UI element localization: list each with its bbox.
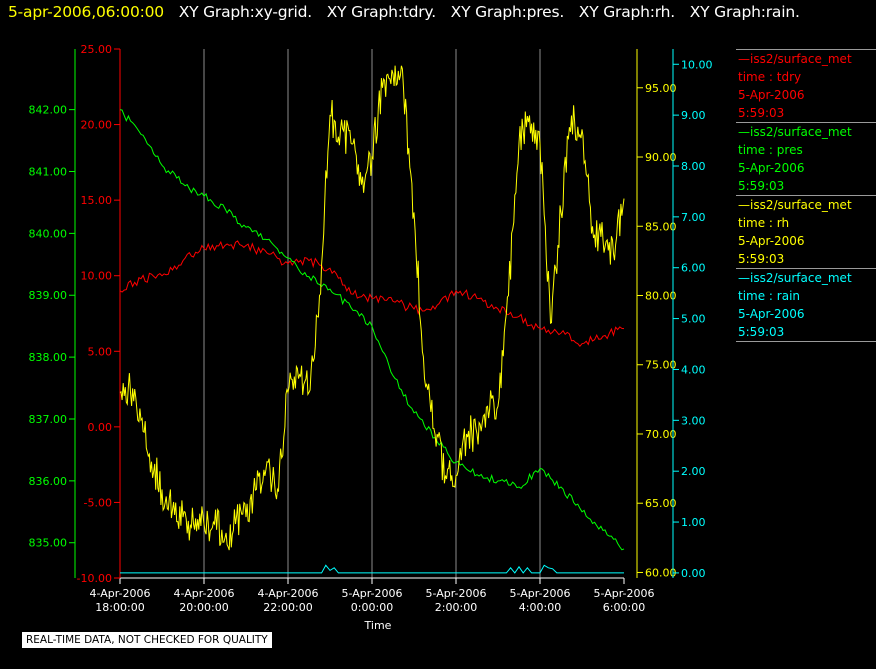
- legend: —iss2/surface_met time : tdry 5-Apr-2006…: [736, 49, 876, 342]
- legend-time: 5:59:03: [738, 179, 785, 193]
- legend-time: 5:59:03: [738, 252, 785, 266]
- x-tick-label-date: 5-Apr-2006: [593, 587, 654, 600]
- x-tick-label-time: 6:00:00: [603, 601, 645, 614]
- legend-variable: time : rh: [738, 216, 790, 230]
- series-line-rain: [120, 564, 624, 574]
- rh-tick-label: 65.00: [645, 497, 677, 510]
- legend-entry-tdry: —iss2/surface_met time : tdry 5-Apr-2006…: [736, 49, 876, 122]
- title-bar: 5-apr-2006,06:00:00 XY Graph:xy-grid. XY…: [8, 3, 810, 21]
- tdry-tick-label: 20.00: [81, 119, 113, 132]
- rh-tick-label: 70.00: [645, 428, 677, 441]
- series-line-pres: [119, 109, 625, 551]
- rain-tick-label: 2.00: [681, 465, 706, 478]
- graph-name-pres: XY Graph:pres.: [450, 3, 565, 21]
- legend-source: —iss2/surface_met: [738, 52, 852, 66]
- legend-entry-rain: —iss2/surface_met time : rain 5-Apr-2006…: [736, 268, 876, 342]
- rain-tick-label: 5.00: [681, 313, 706, 326]
- rain-tick-label: 8.00: [681, 160, 706, 173]
- graph-name-xy-grid: XY Graph:xy-grid.: [178, 3, 313, 21]
- rain-tick-label: 9.00: [681, 109, 706, 122]
- legend-entry-pres: —iss2/surface_met time : pres 5-Apr-2006…: [736, 122, 876, 195]
- legend-date: 5-Apr-2006: [738, 88, 805, 102]
- timestamp: 5-apr-2006,06:00:00: [8, 3, 164, 21]
- pres-tick-label: 835.00: [29, 537, 68, 550]
- x-tick-label-date: 5-Apr-2006: [509, 587, 570, 600]
- x-tick-label-date: 4-Apr-2006: [257, 587, 318, 600]
- legend-source: —iss2/surface_met: [738, 271, 852, 285]
- legend-source: —iss2/surface_met: [738, 198, 852, 212]
- legend-time: 5:59:03: [738, 106, 785, 120]
- rh-tick-label: 95.00: [645, 82, 677, 95]
- x-tick-label-date: 5-Apr-2006: [341, 587, 402, 600]
- series-line-rh: [119, 65, 625, 551]
- x-tick-label-time: 20:00:00: [179, 601, 228, 614]
- rain-tick-label: 10.00: [681, 58, 713, 71]
- x-tick-label-date: 5-Apr-2006: [425, 587, 486, 600]
- series-line-tdry: [119, 240, 625, 347]
- graph-name-rain: XY Graph:rain.: [689, 3, 800, 21]
- rain-tick-label: 4.00: [681, 363, 706, 376]
- rain-tick-label: 0.00: [681, 567, 706, 580]
- tdry-tick-label: -5.00: [84, 496, 112, 509]
- pres-tick-label: 838.00: [29, 351, 68, 364]
- x-tick-label-time: 4:00:00: [519, 601, 561, 614]
- x-tick-label-date: 4-Apr-2006: [89, 587, 150, 600]
- pres-tick-label: 840.00: [29, 227, 68, 240]
- legend-variable: time : rain: [738, 289, 801, 303]
- rh-tick-label: 75.00: [645, 359, 677, 372]
- graph-name-tdry: XY Graph:tdry.: [326, 3, 436, 21]
- pres-tick-label: 841.00: [29, 166, 68, 179]
- legend-variable: time : pres: [738, 143, 803, 157]
- x-tick-label-time: 22:00:00: [263, 601, 312, 614]
- tdry-tick-label: 25.00: [81, 43, 113, 56]
- rain-tick-label: 7.00: [681, 211, 706, 224]
- rh-tick-label: 90.00: [645, 151, 677, 164]
- legend-date: 5-Apr-2006: [738, 161, 805, 175]
- pres-tick-label: 837.00: [29, 413, 68, 426]
- tdry-tick-label: 0.00: [88, 421, 113, 434]
- tdry-tick-label: 5.00: [88, 345, 113, 358]
- x-tick-label-time: 2:00:00: [435, 601, 477, 614]
- x-tick-label-date: 4-Apr-2006: [173, 587, 234, 600]
- tdry-tick-label: 10.00: [81, 270, 113, 283]
- legend-variable: time : tdry: [738, 70, 802, 84]
- legend-source: —iss2/surface_met: [738, 125, 852, 139]
- legend-entry-rh: —iss2/surface_met time : rh 5-Apr-2006 5…: [736, 195, 876, 268]
- rh-tick-label: 80.00: [645, 289, 677, 302]
- x-tick-label-time: 0:00:00: [351, 601, 393, 614]
- graph-name-rh: XY Graph:rh.: [578, 3, 676, 21]
- legend-time: 5:59:03: [738, 325, 785, 339]
- quality-note: REAL-TIME DATA, NOT CHECKED FOR QUALITY: [21, 631, 273, 649]
- pres-tick-label: 839.00: [29, 289, 68, 302]
- rh-tick-label: 60.00: [645, 566, 677, 579]
- rain-tick-label: 1.00: [681, 516, 706, 529]
- x-axis-label: Time: [364, 619, 392, 632]
- x-tick-label-time: 18:00:00: [95, 601, 144, 614]
- rain-tick-label: 6.00: [681, 262, 706, 275]
- legend-date: 5-Apr-2006: [738, 234, 805, 248]
- pres-tick-label: 842.00: [29, 104, 68, 117]
- rh-tick-label: 85.00: [645, 220, 677, 233]
- tdry-tick-label: 15.00: [81, 194, 113, 207]
- pres-tick-label: 836.00: [29, 475, 68, 488]
- rain-tick-label: 3.00: [681, 414, 706, 427]
- tdry-tick-label: -10.00: [77, 572, 112, 585]
- legend-date: 5-Apr-2006: [738, 307, 805, 321]
